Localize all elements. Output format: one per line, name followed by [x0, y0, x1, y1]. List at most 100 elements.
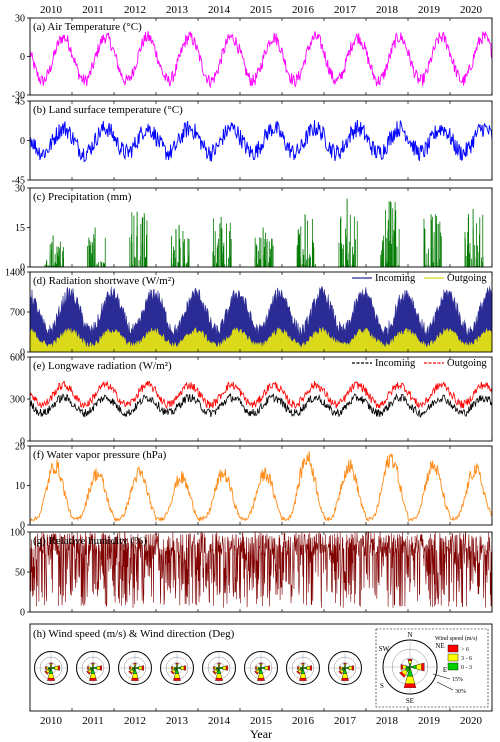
plot-area — [30, 380, 492, 418]
rose-petal — [218, 665, 220, 669]
rose-petal — [343, 667, 347, 674]
rose-petal — [90, 667, 94, 669]
series-area — [30, 286, 492, 352]
rose-direction-label: SW — [379, 645, 390, 653]
rose-petal — [174, 667, 178, 669]
y-tick-label: 10 — [15, 481, 25, 492]
top-year-label: 2017 — [334, 4, 357, 16]
y-tick-label: 0 — [20, 136, 25, 147]
series-line — [30, 380, 492, 410]
rose-direction-label: SE — [406, 697, 414, 705]
series-line — [30, 392, 492, 418]
y-tick-label: 50 — [15, 568, 25, 579]
rose-petal — [49, 667, 53, 674]
plot-area — [30, 286, 492, 352]
top-year-label: 2015 — [250, 4, 273, 16]
series-line — [30, 30, 492, 89]
rose-petal — [344, 666, 350, 670]
plot-area — [30, 119, 492, 163]
wind-rose — [118, 651, 152, 685]
rose-petal — [176, 666, 182, 670]
key-swatch — [447, 644, 459, 653]
panel-lst: -45 0 45 (b) Land surface temperature (°C) — [12, 97, 493, 187]
rose-petal — [175, 667, 179, 674]
y-tick-label: 0 — [20, 263, 25, 274]
y-tick-label: 30 — [15, 184, 25, 195]
rose-petal — [257, 667, 262, 672]
rose-petal — [404, 666, 411, 673]
panel-title: (e) Longwave radiation (W/m²) — [33, 360, 172, 372]
wind-rose — [202, 651, 236, 685]
plot-area — [30, 451, 492, 523]
plot-area — [30, 532, 492, 609]
rose-petal — [92, 665, 94, 669]
rose-petal — [173, 667, 178, 672]
top-year-label: 2012 — [124, 4, 146, 16]
rose-petal — [48, 667, 52, 669]
rose-petal — [409, 664, 417, 670]
legend-label: Incoming — [375, 273, 416, 284]
top-year-label: 2013 — [166, 4, 189, 16]
plot-area — [44, 198, 484, 267]
bottom-year-label: 2020 — [460, 715, 483, 727]
rose-direction-label: S — [380, 682, 384, 690]
top-year-label: 2019 — [418, 4, 441, 16]
rose-petal — [132, 667, 136, 669]
y-tick-label: -30 — [12, 91, 25, 102]
x-axis-label: Year — [250, 727, 272, 741]
rose-petal — [215, 667, 220, 672]
rose-petal — [134, 666, 140, 670]
panel-air: -30 0 30 (a) Air Temperature (°C) — [12, 14, 493, 102]
wind-rose — [34, 651, 68, 685]
top-year-label: 2020 — [460, 4, 483, 16]
rose-petal — [92, 666, 98, 670]
rose-petal — [341, 667, 346, 672]
legend-label: Outgoing — [447, 273, 487, 284]
y-tick-label: 300 — [10, 395, 25, 406]
y-tick-label: 20 — [15, 442, 25, 453]
panel-title: (d) Radiation shortwave (W/m²) — [33, 275, 175, 287]
wind-rose — [382, 639, 438, 695]
legend-label: Outgoing — [447, 358, 487, 369]
panel-title: (c) Precipitation (mm) — [33, 191, 132, 203]
rose-petal — [47, 667, 52, 672]
wind-key: N NE E SE S SW Wind speed (m/s) > 6 3 - 6 0 - 3 15… — [375, 628, 489, 708]
top-year-label: 2016 — [292, 4, 315, 16]
rose-petal — [258, 667, 262, 669]
y-tick-label: 0 — [20, 437, 25, 448]
rose-petal — [259, 667, 263, 674]
top-year-label: 2014 — [208, 4, 231, 16]
wind-rose — [328, 651, 362, 685]
key-label: 3 - 6 — [461, 656, 472, 662]
panel-title: (f) Water vapor pressure (hPa) — [33, 449, 167, 461]
rose-direction-label: N — [407, 631, 412, 639]
y-tick-label: 0 — [20, 521, 25, 532]
bottom-year-label: 2017 — [334, 715, 357, 727]
bottom-year-label: 2015 — [250, 715, 273, 727]
panel-sw: 0 700 1400 (d) Radiation shortwave (W/m²) In… — [5, 268, 493, 359]
bottom-year-label: 2016 — [292, 715, 315, 727]
panel-frame — [29, 623, 493, 712]
rose-petal — [91, 667, 95, 674]
rose-petal — [302, 666, 308, 670]
y-tick-label: -45 — [12, 176, 25, 187]
rose-direction-label: E — [443, 666, 447, 674]
bottom-year-label: 2012 — [124, 715, 146, 727]
rose-petal — [408, 663, 412, 668]
wind-rose — [286, 651, 320, 685]
wind-rose — [76, 651, 110, 685]
rose-petal — [344, 665, 346, 669]
y-tick-label: 45 — [15, 97, 25, 108]
series-line — [30, 532, 492, 609]
panel-vp: 0 10 20 (f) Water vapor pressure (hPa) — [15, 442, 493, 532]
series-area — [30, 326, 492, 352]
rose-petal — [50, 665, 52, 669]
bottom-year-label: 2011 — [82, 715, 104, 727]
y-tick-label: 30 — [15, 14, 25, 25]
panel-title: (a) Air Temperature (°C) — [33, 21, 142, 33]
panel-rh: 0 50 100 (g) Relative humidity (%) — [10, 528, 493, 619]
y-tick-label: 100 — [10, 528, 25, 539]
ring-pointer — [436, 681, 454, 691]
ring-pointer — [432, 673, 451, 680]
y-tick-label: 0 — [20, 52, 25, 63]
